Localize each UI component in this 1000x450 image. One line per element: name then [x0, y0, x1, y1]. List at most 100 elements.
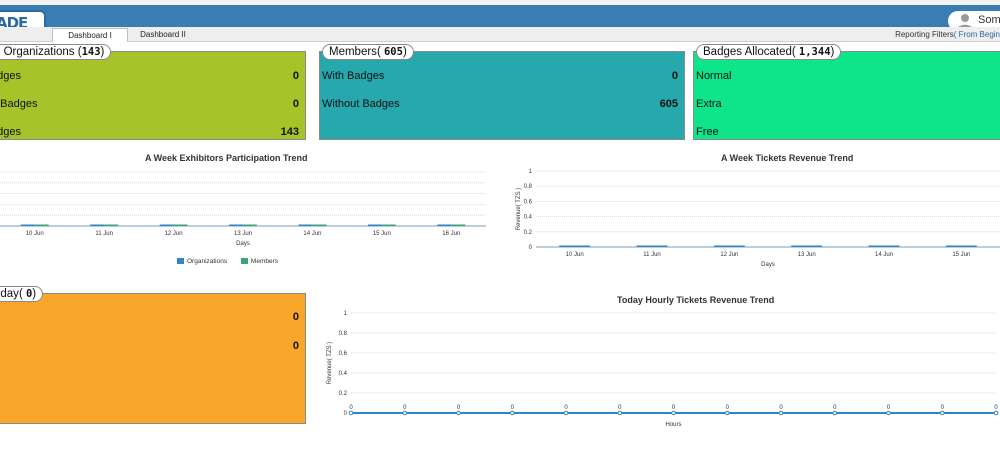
data-point — [671, 410, 676, 416]
data-point — [563, 410, 569, 416]
data-point — [832, 410, 838, 416]
organizations-count: 143 — [81, 46, 101, 58]
x-tick-label: 15 Jun — [952, 252, 970, 258]
bar — [713, 245, 745, 247]
data-label: 0 — [887, 405, 891, 411]
badges-card: Badges Allocated( 1,344) Normal Extra Fr… — [693, 44, 1000, 140]
data-point — [348, 410, 354, 416]
today-title-text: oday — [0, 288, 19, 300]
data-label: 0 — [833, 405, 837, 411]
members-row-label: Without Badges — [322, 98, 400, 110]
bar — [791, 245, 823, 247]
data-point — [939, 410, 945, 416]
exhibitors-trend-plot: 10 Jun 11 Jun 12 Jun 13 Jun 14 Jun 15 Jun 16 J… — [0, 171, 486, 247]
bar — [868, 245, 900, 247]
chart-title: A Week Exhibitors Participation Trend — [145, 153, 308, 163]
organizations-row-label: adges — [0, 126, 21, 138]
data-label: 0 — [672, 405, 676, 411]
legend-item-organizations[interactable]: Organizations — [177, 258, 227, 265]
badges-row-label: Normal — [696, 70, 732, 82]
reporting-filters-value[interactable]: ( From Begin — [953, 30, 1000, 39]
badges-row-label: Free — [696, 126, 719, 138]
data-point — [456, 410, 461, 416]
bar — [367, 224, 382, 226]
x-axis-title: Days — [236, 241, 250, 247]
y-tick-label: 0.2 — [524, 230, 533, 236]
tab-dashboard-1[interactable]: Dashboard I — [52, 28, 128, 42]
y-tick-label: 1 — [344, 311, 348, 317]
bar — [945, 245, 977, 247]
members-row-value: 605 — [659, 98, 678, 110]
hourly-revenue-plot: 00.20.40.60.810 0 0 0 0 0 0 0 0 0 0 0 0HoursRevenue(… — [327, 311, 999, 428]
badges-row-label: Extra — [696, 98, 722, 110]
data-point — [778, 410, 784, 416]
top-bar: ADE Somo — [0, 0, 1000, 36]
data-point — [886, 410, 891, 416]
bar — [298, 224, 313, 226]
bar-chart-icon — [177, 258, 184, 264]
user-name: Somo — [978, 14, 1000, 26]
organizations-row-value: 0 — [292, 98, 299, 110]
x-tick-label: 11 Jun — [95, 231, 113, 237]
bar — [173, 224, 188, 226]
data-label: 0 — [511, 405, 515, 411]
bar-chart-icon — [240, 258, 248, 264]
hourly-revenue-chart: Today Hourly Tickets Revenue Trend 0 0.2 0… — [320, 292, 1000, 432]
y-tick-label: 0.4 — [524, 215, 533, 221]
tab-bar: Dashboard I Dashboard II Reporting Filte… — [0, 27, 1000, 42]
x-tick-label: 13 Jun — [234, 231, 252, 237]
bar — [451, 224, 466, 226]
today-row: 0 — [0, 339, 305, 353]
bar — [104, 224, 119, 226]
legend-item-members[interactable]: Members — [240, 258, 279, 265]
user-menu[interactable]: Somo — [948, 11, 1000, 31]
y-axis-title: Revenue( TZS ) — [327, 342, 333, 385]
bar — [229, 224, 243, 226]
data-label: 0 — [349, 405, 353, 411]
chart-title: Today Hourly Tickets Revenue Trend — [617, 295, 775, 305]
week-revenue-plot: 0 0.2 0.4 0.6 0.8 1 10 Jun 11 Jun 12 Jun 13 Jun 14… — [516, 169, 1000, 268]
x-tick-label: 13 Jun — [798, 252, 816, 258]
bar — [20, 224, 35, 226]
x-tick-label: 15 Jun — [373, 231, 391, 237]
data-point — [402, 410, 408, 416]
tab-dashboard-2[interactable]: Dashboard II — [140, 30, 186, 39]
data-point — [993, 410, 999, 416]
x-tick-label: 12 Jun — [165, 231, 183, 237]
organizations-row-value: 0 — [292, 70, 299, 82]
data-label: 0 — [994, 405, 998, 411]
data-label: 0 — [618, 405, 622, 411]
y-axis-title: Revenue( TZS ) — [516, 188, 522, 231]
week-revenue-chart: A Week Tickets Revenue Trend 0 0.2 0.4 0.6 0… — [505, 150, 1000, 275]
data-label: 0 — [941, 405, 945, 411]
badges-card-title: Badges Allocated( 1,344) — [696, 44, 842, 60]
organizations-card-title: d Organizations (143) — [0, 44, 112, 60]
bar — [90, 224, 105, 226]
y-tick-label: 0 — [529, 245, 533, 251]
bar — [159, 224, 174, 226]
y-tick-label: 1 — [529, 169, 533, 175]
reporting-filters-label: Reporting Filters — [895, 30, 954, 39]
members-row-value: 0 — [671, 70, 678, 82]
organizations-title-text: d Organizations — [0, 46, 75, 58]
x-tick-label: 11 Jun — [643, 252, 661, 258]
data-label: 0 — [564, 405, 568, 411]
organizations-row-label: adges — [0, 70, 21, 82]
x-tick-label: 10 Jun — [566, 252, 584, 258]
organizations-row: e Badges 0 — [0, 97, 305, 111]
bar — [312, 224, 327, 226]
x-axis-title: Days — [761, 262, 775, 268]
x-tick-label: 16 Jun — [442, 231, 460, 237]
data-label: 0 — [726, 405, 730, 411]
badges-row: Extra — [694, 97, 1000, 111]
badges-row: Normal — [694, 69, 1000, 83]
members-row-label: With Badges — [322, 70, 385, 82]
y-tick-label: 0.2 — [339, 391, 348, 397]
legend-label: Members — [250, 258, 279, 265]
y-tick-label: 0.8 — [524, 184, 533, 190]
members-count: 605 — [383, 46, 403, 58]
bar — [34, 224, 49, 226]
today-row-label: 5) — [0, 310, 1, 324]
x-tick-label: 14 Jun — [875, 252, 893, 258]
